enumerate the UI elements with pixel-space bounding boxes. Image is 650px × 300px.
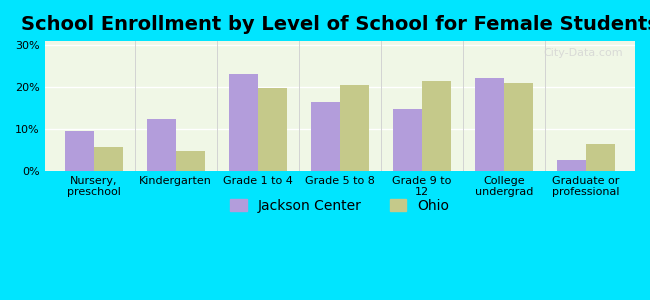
Bar — [504, 83, 532, 171]
Bar — [311, 102, 340, 171]
Title: School Enrollment by Level of School for Female Students: School Enrollment by Level of School for… — [21, 15, 650, 34]
Bar — [65, 131, 94, 171]
Bar — [229, 74, 258, 171]
Bar — [258, 88, 287, 171]
Bar — [586, 144, 614, 171]
Bar — [94, 147, 122, 171]
Bar — [475, 78, 504, 171]
Bar — [422, 81, 450, 171]
Bar — [557, 160, 586, 171]
Bar — [176, 151, 205, 171]
Text: City-Data.com: City-Data.com — [543, 48, 623, 58]
Bar — [340, 85, 369, 171]
Legend: Jackson Center, Ohio: Jackson Center, Ohio — [225, 194, 455, 218]
Bar — [393, 110, 422, 171]
Bar — [147, 118, 176, 171]
